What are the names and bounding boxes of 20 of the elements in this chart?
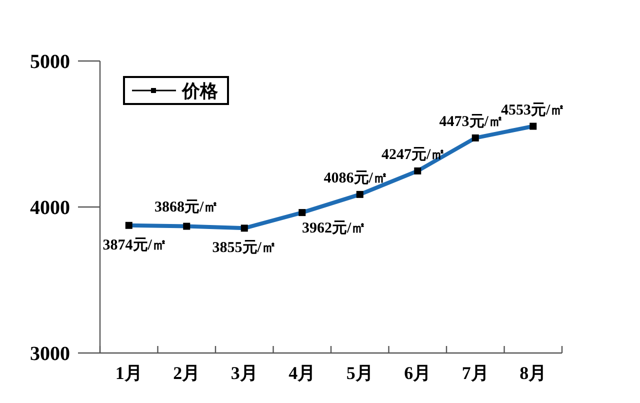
data-label: 4247元/㎡ (382, 146, 446, 163)
y-tick-label: 5000 (30, 51, 70, 73)
x-tick-label: 7月 (462, 363, 489, 383)
legend-label: 价格 (181, 81, 219, 101)
data-label: 3962元/㎡ (302, 220, 366, 237)
x-tick-label: 8月 (520, 363, 547, 383)
x-tick-label: 4月 (288, 363, 316, 383)
y-tick-label: 3000 (30, 343, 70, 365)
x-tick-label: 3月 (230, 363, 258, 383)
data-label: 4473元/㎡ (439, 112, 504, 130)
data-label: 3874元/㎡ (102, 236, 167, 254)
x-tick-label: 2月 (173, 363, 200, 383)
data-label: 4086元/㎡ (324, 169, 388, 186)
data-label: 4553元/㎡ (501, 101, 566, 118)
y-tick-label: 4000 (30, 197, 70, 219)
x-tick-label: 6月 (404, 363, 432, 383)
data-label: 3855元/㎡ (212, 239, 276, 256)
x-tick-label: 1月 (115, 363, 142, 383)
data-label: 3868元/㎡ (154, 198, 219, 216)
x-tick-label: 5月 (346, 363, 374, 383)
